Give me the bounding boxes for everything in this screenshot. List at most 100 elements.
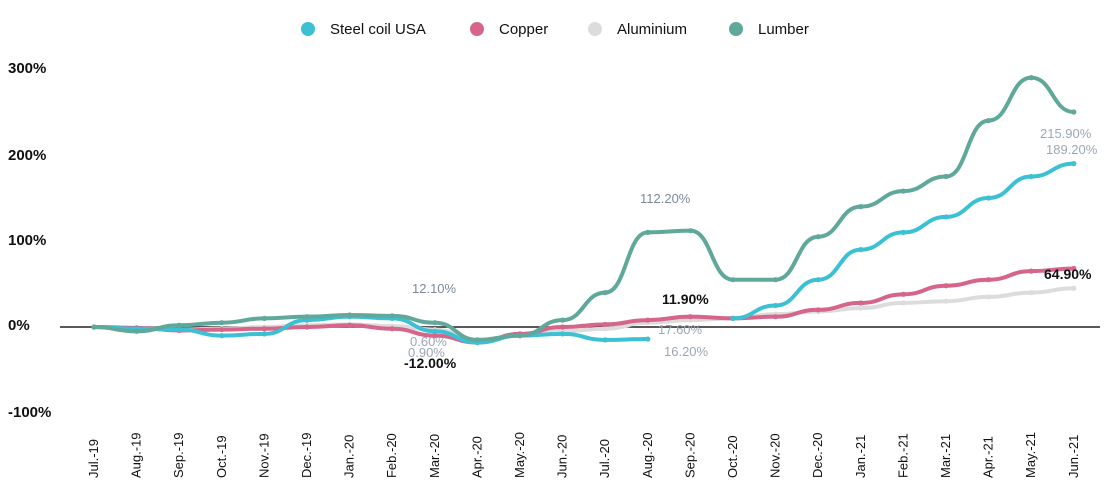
- annotations: 12.10% 0.60%0.90%-12.00% 112.20% 11.90% 17.6…: [404, 126, 1098, 371]
- data-point: [645, 317, 651, 323]
- legend-marker-3: [729, 22, 743, 36]
- data-point: [1028, 268, 1034, 274]
- data-point: [261, 331, 267, 337]
- x-tick-label: Jan.-20: [342, 435, 357, 478]
- data-point: [730, 277, 736, 283]
- data-point: [517, 333, 523, 339]
- data-point: [773, 314, 779, 320]
- y-tick-label: 200%: [8, 147, 46, 164]
- data-point: [986, 294, 992, 300]
- data-point: [176, 322, 182, 328]
- data-point: [943, 283, 949, 289]
- data-point: [858, 204, 864, 210]
- x-tick-label: May.-20: [512, 432, 527, 478]
- data-point: [602, 321, 608, 328]
- data-point: [645, 336, 651, 342]
- data-point: [219, 333, 225, 339]
- data-point: [900, 188, 907, 194]
- data-point: [261, 326, 267, 332]
- data-point: [943, 173, 949, 180]
- data-point: [1028, 290, 1034, 296]
- series-group: [91, 75, 1077, 346]
- x-tick-label: Aug.-19: [129, 432, 144, 478]
- data-point: [91, 324, 97, 330]
- x-tick-label: Jul.-19: [86, 439, 101, 478]
- data-point: [219, 320, 225, 326]
- value-annotation: 215.90%: [1040, 126, 1092, 141]
- data-point: [815, 307, 821, 313]
- x-tick-label: Sep.-19: [171, 432, 186, 478]
- value-annotation: 0.90%: [408, 345, 445, 360]
- x-tick-label: Feb.-21: [895, 433, 910, 478]
- legend-marker-1: [470, 22, 484, 36]
- data-point: [347, 322, 353, 328]
- data-point: [474, 337, 480, 343]
- value-annotation: 64.90%: [1044, 266, 1092, 282]
- series-line-2: [92, 286, 1076, 342]
- x-tick-label: Feb.-20: [384, 433, 399, 478]
- data-point: [602, 337, 608, 343]
- x-tick-label: Jan.-21: [853, 435, 868, 478]
- legend: Steel coil USA Copper Aluminium Lumber: [301, 21, 809, 38]
- data-point: [858, 305, 864, 311]
- data-point: [602, 290, 608, 296]
- y-tick-label: 300%: [8, 60, 46, 77]
- data-point: [304, 314, 310, 320]
- y-axis: 300% 200% 100% 0% -100%: [8, 60, 51, 421]
- x-tick-label: Mar.-20: [427, 434, 442, 478]
- data-point: [134, 328, 140, 334]
- data-point: [1071, 265, 1077, 272]
- value-annotation: 12.10%: [412, 281, 457, 296]
- data-point: [645, 229, 651, 235]
- data-point: [773, 302, 779, 309]
- x-tick-label: Oct.-20: [725, 435, 740, 478]
- data-point: [304, 324, 310, 330]
- data-point: [986, 118, 992, 124]
- y-tick-label: 0%: [8, 317, 30, 334]
- data-point: [432, 328, 438, 334]
- x-tick-label: Apr.-21: [981, 436, 996, 478]
- data-point: [261, 315, 267, 321]
- data-point: [347, 312, 353, 318]
- x-tick-label: Nov.-20: [768, 433, 783, 478]
- series-line-1: [92, 266, 1076, 345]
- data-point: [773, 277, 779, 283]
- x-tick-label: Oct.-19: [214, 435, 229, 478]
- value-annotation: 112.20%: [640, 191, 691, 206]
- value-annotation: 189.20%: [1046, 142, 1098, 157]
- x-tick-label: Jul.-20: [597, 439, 612, 478]
- x-tick-label: Dec.-20: [810, 432, 825, 478]
- data-point: [560, 331, 566, 337]
- x-tick-label: Mar.-21: [938, 434, 953, 478]
- x-tick-label: Nov.-19: [256, 433, 271, 478]
- data-point: [560, 324, 566, 330]
- data-point: [432, 333, 438, 339]
- legend-label-2: Aluminium: [617, 21, 687, 38]
- x-tick-label: Jun.-20: [555, 435, 570, 478]
- data-point: [176, 326, 182, 333]
- data-point: [858, 247, 864, 253]
- data-point: [389, 313, 395, 319]
- data-point: [900, 291, 907, 297]
- data-point: [1028, 75, 1034, 81]
- data-point: [815, 234, 821, 240]
- x-tick-label: Aug.-20: [640, 432, 655, 478]
- data-point: [986, 195, 992, 201]
- x-tick-label: Dec.-19: [299, 432, 314, 478]
- data-point: [900, 229, 907, 235]
- legend-label-3: Lumber: [758, 21, 809, 38]
- value-annotation: 17.60%: [658, 322, 703, 337]
- data-point: [1071, 109, 1077, 115]
- value-annotation: 16.20%: [664, 344, 709, 359]
- data-point: [687, 314, 694, 320]
- data-point: [432, 320, 438, 326]
- legend-marker-0: [301, 22, 315, 36]
- data-point: [1071, 161, 1077, 167]
- data-point: [815, 277, 821, 283]
- y-tick-label: -100%: [8, 404, 51, 421]
- legend-label-0: Steel coil USA: [330, 21, 426, 38]
- x-axis: Jul.-19 Aug.-19 Sep.-19 Oct.-19 Nov.-19 Dec.-…: [86, 432, 1081, 478]
- data-point: [687, 228, 694, 234]
- x-tick-label: Apr.-20: [469, 436, 484, 478]
